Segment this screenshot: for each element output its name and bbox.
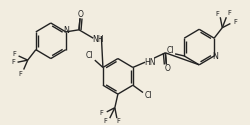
Text: NH: NH bbox=[92, 35, 104, 44]
Text: F: F bbox=[104, 118, 108, 124]
Text: F: F bbox=[100, 110, 103, 116]
Text: Cl: Cl bbox=[86, 52, 94, 60]
Text: F: F bbox=[12, 51, 16, 57]
Text: N: N bbox=[212, 52, 218, 62]
Text: F: F bbox=[215, 11, 219, 17]
Text: F: F bbox=[228, 10, 231, 16]
Text: N: N bbox=[63, 26, 69, 35]
Text: Cl: Cl bbox=[166, 46, 174, 55]
Text: O: O bbox=[164, 64, 170, 73]
Text: F: F bbox=[19, 71, 22, 77]
Text: O: O bbox=[78, 10, 84, 19]
Text: F: F bbox=[12, 59, 16, 65]
Text: Cl: Cl bbox=[144, 91, 152, 100]
Text: F: F bbox=[116, 118, 120, 124]
Text: F: F bbox=[234, 20, 237, 26]
Text: HN: HN bbox=[144, 58, 156, 67]
